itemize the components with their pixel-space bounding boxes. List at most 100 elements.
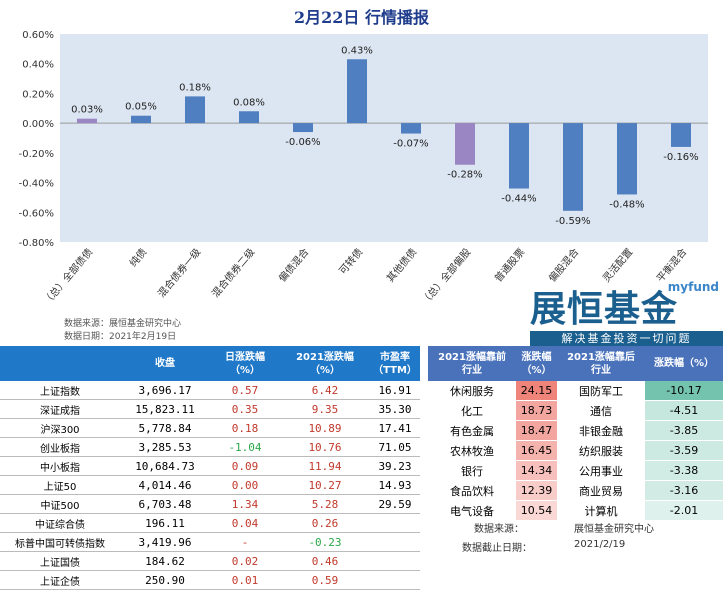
data-label: 0.18% [179, 82, 211, 93]
data-label: -0.06% [285, 137, 320, 148]
column-header: 2021涨跌幅 （%） [280, 346, 370, 381]
table-row: 农林牧渔 16.45 纺织服装 -3.59 [428, 440, 723, 461]
close: 10,684.73 [120, 456, 210, 476]
y-tick-label: -0.40% [19, 179, 54, 190]
ytd-change: 0.26 [280, 513, 370, 533]
x-tick-label: 混合债券二级 [209, 246, 258, 300]
table-row: 中小板指 10,684.73 0.09 11.94 39.23 [0, 456, 420, 476]
bar [563, 123, 583, 211]
column-header: 2021涨幅靠后 行业 [556, 346, 646, 381]
y-tick-label: -0.20% [19, 149, 54, 160]
bar [671, 123, 691, 147]
column-header: 涨跌幅（%） [516, 346, 557, 381]
ytd-change: -0.23 [280, 532, 370, 552]
x-tick-label: 纯债 [126, 246, 149, 270]
table-row: 上证企债 250.90 0.01 0.59 [0, 570, 420, 590]
data-label: -0.07% [393, 139, 428, 150]
table-row: 上证50 4,014.46 0.00 10.27 14.93 [0, 475, 420, 495]
ytd-change: 10.76 [280, 437, 370, 457]
column-header: 收盘 [120, 346, 210, 381]
close: 3,419.96 [120, 532, 210, 552]
top-industry: 银行 [428, 460, 517, 481]
table-row: 电气设备 10.54 计算机 -2.01 [428, 500, 723, 521]
top-change: 18.47 [516, 420, 557, 441]
top-change: 10.54 [516, 500, 557, 521]
index-name: 上证指数 [0, 381, 120, 400]
pe-ttm: 14.93 [370, 475, 420, 495]
table-row: 化工 18.73 通信 -4.51 [428, 400, 723, 421]
ytd-change: 0.59 [280, 570, 370, 590]
close: 3,285.53 [120, 437, 210, 457]
daily-change: - [210, 532, 280, 552]
bar [401, 123, 421, 134]
bottom-change: -2.01 [645, 500, 723, 521]
ytd-change: 9.35 [280, 399, 370, 419]
bottom-industry: 公用事业 [556, 460, 646, 481]
close: 5,778.84 [120, 418, 210, 438]
table-row: 中证500 6,703.48 1.34 5.28 29.59 [0, 494, 420, 514]
column-header: 涨跌幅（%） [645, 346, 723, 381]
ytd-change: 6.42 [280, 381, 370, 400]
y-tick-label: -0.60% [19, 208, 54, 219]
table-row: 中证综合债 196.11 0.04 0.26 [0, 513, 420, 533]
table-row: 上证指数 3,696.17 0.57 6.42 16.91 [0, 381, 420, 400]
logo-name: 展恒基金 [530, 289, 679, 330]
table-row: 银行 14.34 公用事业 -3.38 [428, 460, 723, 481]
index-name: 上证50 [0, 475, 120, 495]
close: 196.11 [120, 513, 210, 533]
pe-ttm [370, 570, 420, 590]
data-label: 0.08% [233, 97, 265, 108]
bottom-change: -3.85 [645, 420, 723, 441]
ytd-change: 5.28 [280, 494, 370, 514]
daily-change: 0.35 [210, 399, 280, 419]
bottom-industry: 非银金融 [556, 420, 646, 441]
pe-ttm [370, 532, 420, 552]
bottom-industry: 商业贸易 [556, 480, 646, 501]
close: 15,823.11 [120, 399, 210, 419]
table-row: 标普中国可转债指数 3,419.96- -0.23 [0, 532, 420, 552]
column-header: 日涨跌幅 （%） [210, 346, 280, 381]
top-industry: 农林牧渔 [428, 440, 517, 461]
index-name: 上证企债 [0, 570, 120, 590]
column-header: 市盈率 （TTM） [370, 346, 420, 381]
close: 6,703.48 [120, 494, 210, 514]
data-label: 0.05% [125, 102, 157, 113]
table-row: 休闲服务 24.15 国防军工 -10.17 [428, 381, 723, 401]
top-change: 18.73 [516, 400, 557, 421]
index-name: 沪深300 [0, 418, 120, 438]
pe-ttm [370, 513, 420, 533]
index-name: 中小板指 [0, 456, 120, 476]
index-name: 中证综合债 [0, 513, 120, 533]
chart-date: 数据日期：2021年2月19日 [64, 332, 177, 342]
pe-ttm: 16.91 [370, 381, 420, 400]
note-date-value: 2021/2/19 [574, 539, 626, 550]
daily-change: 0.02 [210, 551, 280, 571]
daily-change: 0.01 [210, 570, 280, 590]
top-change: 14.34 [516, 460, 557, 481]
pe-ttm: 29.59 [370, 494, 420, 514]
industry-table: 2021涨幅靠前 行业 涨跌幅 （%） 2021涨幅靠后 行业 涨跌幅（%） 休闲服务 24.1… [428, 346, 723, 521]
daily-change: 0.57 [210, 381, 280, 400]
y-tick-label: -0.80% [19, 238, 54, 249]
table-row: 上证国债 184.62 0.02 0.46 [0, 551, 420, 571]
close: 3,696.17 [120, 381, 210, 400]
logo-brand: myfund [667, 280, 719, 294]
chart-source: 数据来源：展恒基金研究中心 [64, 319, 182, 329]
x-tick-label: 普通股票 [492, 246, 528, 285]
page-title: 2月22日 行情播报 [294, 8, 429, 27]
bottom-change: -4.51 [645, 400, 723, 421]
index-name: 标普中国可转债指数 [0, 532, 120, 552]
daily-change: 0.00 [210, 475, 280, 495]
x-tick-label: （总）全部债债 [40, 246, 95, 308]
bottom-industry: 计算机 [556, 500, 646, 521]
close: 250.90 [120, 570, 210, 590]
top-industry: 有色金属 [428, 420, 517, 441]
note-date-label: 数据截止日期： [462, 543, 532, 554]
top-change: 12.39 [516, 480, 557, 501]
x-tick-label: （总）全部偏股 [418, 246, 473, 308]
close: 4,014.46 [120, 475, 210, 495]
bar [239, 111, 259, 124]
daily-change: 0.09 [210, 456, 280, 476]
bar [509, 123, 529, 189]
logo-slogan: 解决基金投资一切问题 [530, 331, 723, 346]
